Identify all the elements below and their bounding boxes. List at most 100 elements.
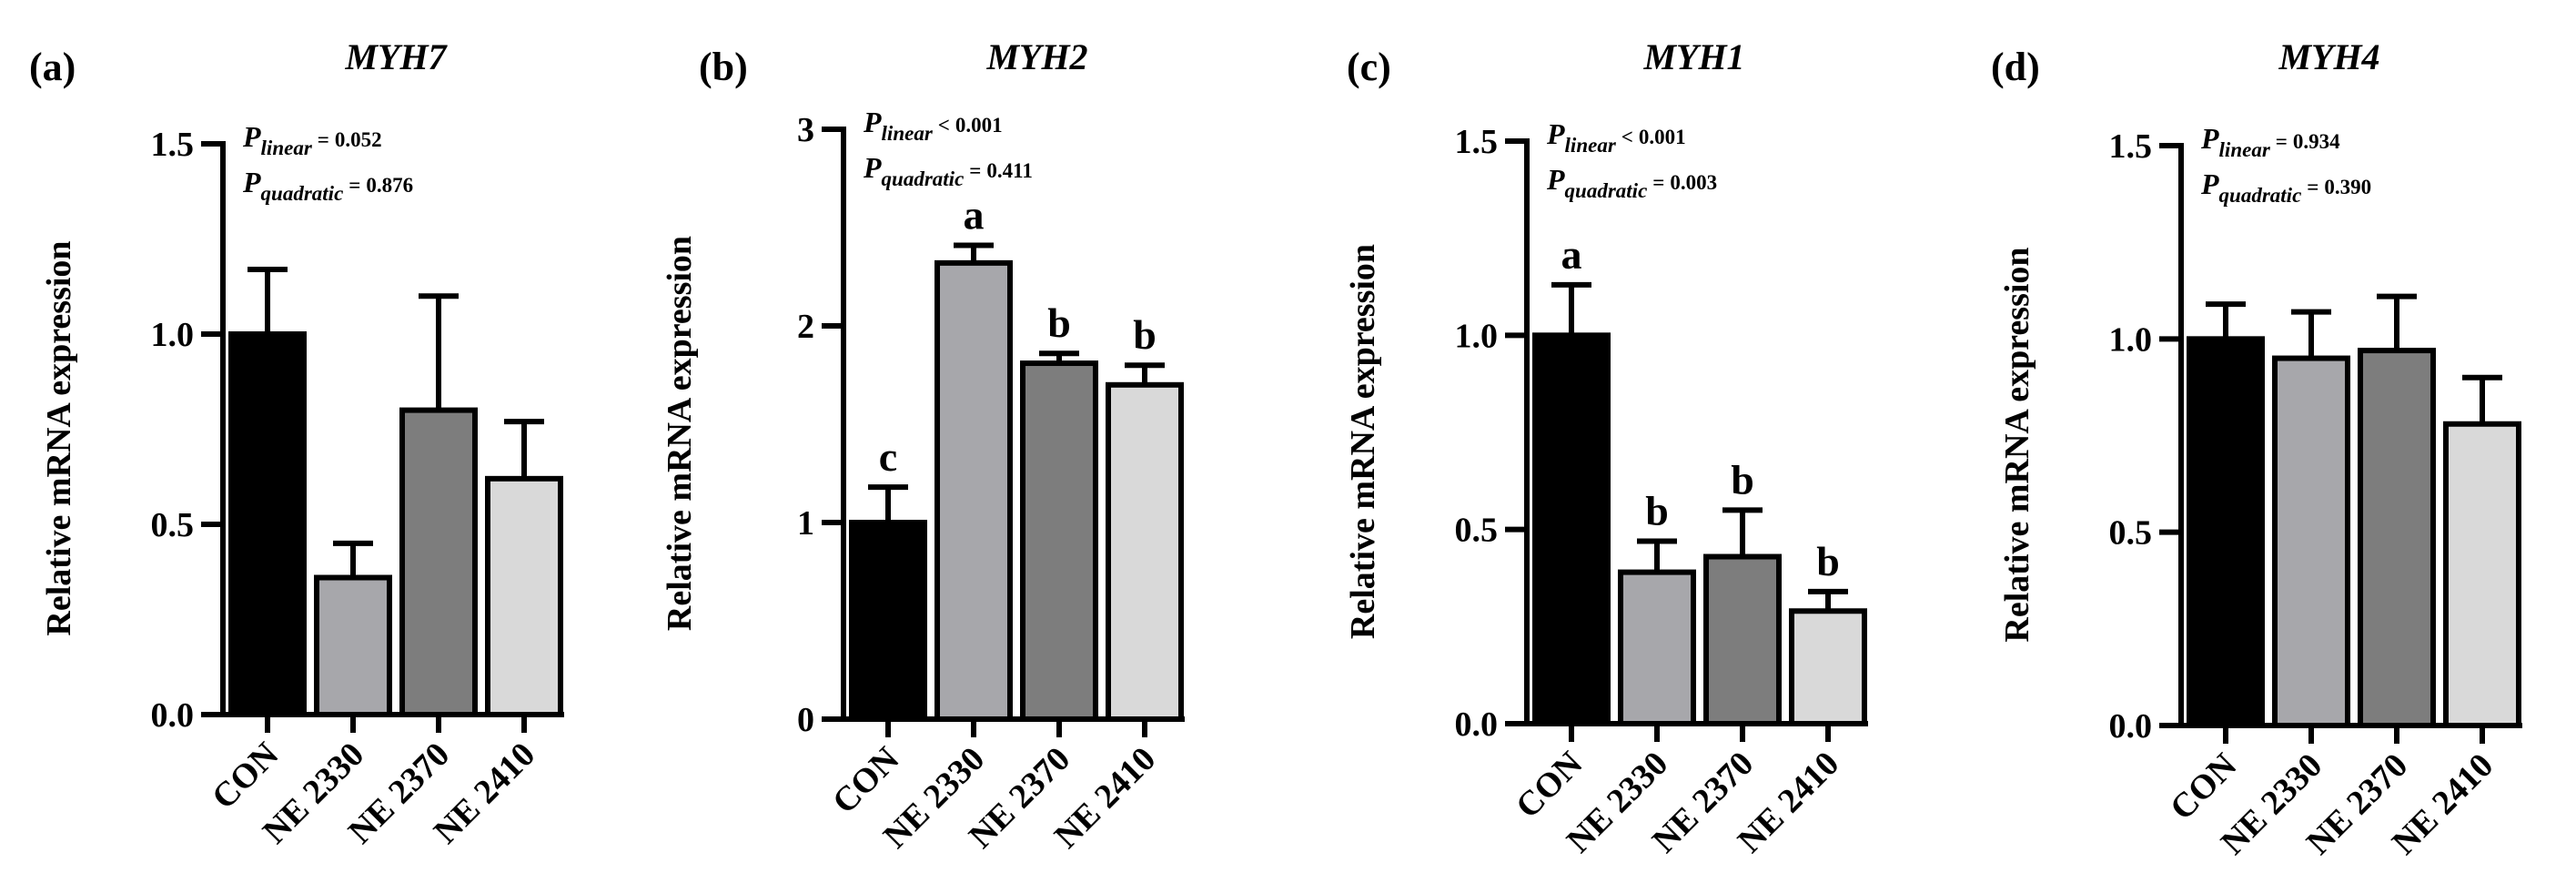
bar-con <box>1532 332 1611 726</box>
p-value: 0.052 <box>335 128 382 151</box>
y-tick-label: 0.5 <box>151 506 195 544</box>
chart-title: MYH4 <box>2278 36 2379 77</box>
x-tick-label: CON <box>1509 745 1590 826</box>
bar-ne-2410 <box>2443 421 2521 728</box>
panel-label: (d) <box>1991 45 2040 89</box>
chart-panel-myh1: (c) MYH1 Relative mRNA expression 0.0 0.5 1.0… <box>1344 36 1868 860</box>
bar-ne-2330 <box>1618 569 1696 726</box>
p-symbol: P <box>242 166 261 198</box>
y-tick-label: 3 <box>797 111 814 149</box>
p-subscript: quadratic <box>2219 184 2302 207</box>
p-relation: = <box>1652 171 1664 194</box>
bar-ne-2370 <box>1703 553 1782 726</box>
significance-letter: b <box>1047 299 1071 346</box>
y-tick-label: 0.5 <box>1455 512 1499 550</box>
y-tick-label: 0.0 <box>151 696 195 735</box>
significance-letter: b <box>1816 538 1840 584</box>
p-relation: = <box>969 159 981 182</box>
p-value-annotation: Plinear = 0.934 <box>2200 122 2340 161</box>
significance-letter: a <box>964 191 985 238</box>
bar-ne-2330 <box>934 259 1013 722</box>
y-tick-label: 1.0 <box>2109 320 2153 359</box>
bar-ne-2410 <box>1106 381 1184 722</box>
y-axis-title: Relative mRNA expression <box>1998 247 2036 642</box>
bar-con <box>2187 336 2265 728</box>
p-value-annotation: Pquadratic = 0.411 <box>863 151 1033 190</box>
significance-letter: b <box>1133 311 1157 358</box>
p-relation: < <box>938 114 950 137</box>
chart-title: MYH1 <box>1642 36 1744 77</box>
p-symbol: P <box>2200 122 2219 155</box>
p-relation: = <box>2307 176 2318 198</box>
y-axis-title: Relative mRNA expression <box>1344 244 1382 639</box>
y-tick-label: 1 <box>797 504 814 543</box>
y-axis-title: Relative mRNA expression <box>661 236 699 631</box>
p-subscript: quadratic <box>882 167 965 190</box>
p-subscript: linear <box>882 122 934 145</box>
p-relation: = <box>349 174 360 197</box>
p-subscript: linear <box>2219 138 2271 161</box>
p-symbol: P <box>863 106 882 138</box>
y-axis-title: Relative mRNA expression <box>40 240 78 635</box>
y-tick-label: 0.5 <box>2109 514 2153 553</box>
p-value: 0.411 <box>986 159 1032 182</box>
bar-ne-2370 <box>1020 360 1098 722</box>
bar-ne-2370 <box>2358 348 2436 728</box>
y-tick-label: 0 <box>797 701 814 739</box>
p-symbol: P <box>2200 167 2219 200</box>
bar-ne-2410 <box>485 475 563 718</box>
p-value-annotation: Plinear <0.001 <box>863 106 1003 145</box>
bar-ne-2330 <box>2272 355 2350 728</box>
p-symbol: P <box>863 151 882 184</box>
bar-ne-2370 <box>399 407 478 717</box>
p-subscript: quadratic <box>1565 179 1648 202</box>
p-value-annotation: Pquadratic = 0.390 <box>2200 167 2371 207</box>
p-value: 0.876 <box>366 174 413 197</box>
y-tick-label: 1.5 <box>2109 127 2153 166</box>
y-tick-label: 1.5 <box>151 126 195 164</box>
y-tick-label: 1.5 <box>1455 123 1499 161</box>
p-value-annotation: Plinear = 0.052 <box>242 120 382 159</box>
p-value: 0.934 <box>2293 130 2340 153</box>
p-value: 0.001 <box>955 114 1003 137</box>
significance-letter: b <box>1645 487 1669 533</box>
p-subscript: linear <box>261 137 313 159</box>
p-subscript: linear <box>1565 134 1617 157</box>
p-symbol: P <box>1546 163 1565 196</box>
bar-con <box>849 520 927 722</box>
y-tick-label: 0.0 <box>1455 705 1499 744</box>
panel-label: (b) <box>699 45 748 89</box>
chart-title: MYH2 <box>985 36 1087 77</box>
chart-panel-myh7: (a) MYH7 Relative mRNA expression 0.0 0.5 1.0… <box>29 36 564 851</box>
p-value-annotation: Pquadratic = 0.876 <box>242 166 413 205</box>
bar-ne-2330 <box>314 574 392 718</box>
x-tick-label: CON <box>825 740 906 821</box>
y-tick-label: 1.0 <box>1455 317 1499 355</box>
p-value-annotation: Pquadratic = 0.003 <box>1546 163 1717 202</box>
p-relation: = <box>2276 130 2288 153</box>
x-tick-label: CON <box>205 736 286 817</box>
bar-ne-2410 <box>1789 608 1867 726</box>
significance-letter: c <box>879 433 897 480</box>
bar-con <box>228 331 307 717</box>
y-tick-label: 2 <box>797 308 814 346</box>
significance-letter: a <box>1561 231 1582 278</box>
chart-panel-myh4: (d) MYH4 Relative mRNA expression 0.0 0.5 1.0… <box>1991 36 2522 862</box>
p-value: 0.001 <box>1639 126 1686 148</box>
panel-label: (a) <box>29 45 76 89</box>
p-relation: = <box>318 128 329 151</box>
y-tick-label: 1.0 <box>151 316 195 354</box>
p-symbol: P <box>1546 117 1565 150</box>
p-symbol: P <box>242 120 261 153</box>
p-subscript: quadratic <box>261 182 344 205</box>
p-value-annotation: Plinear <0.001 <box>1546 117 1686 157</box>
p-relation: < <box>1621 126 1633 148</box>
p-value: 0.003 <box>1670 171 1717 194</box>
chart-panel-myh2: (b) MYH2 Relative mRNA expression 0 1 2 3 c CON a… <box>661 36 1185 856</box>
chart-title: MYH7 <box>344 36 448 77</box>
y-tick-label: 0.0 <box>2109 707 2153 746</box>
x-tick-label: CON <box>2163 746 2244 827</box>
p-value: 0.390 <box>2324 176 2371 198</box>
panel-label: (c) <box>1347 45 1391 89</box>
